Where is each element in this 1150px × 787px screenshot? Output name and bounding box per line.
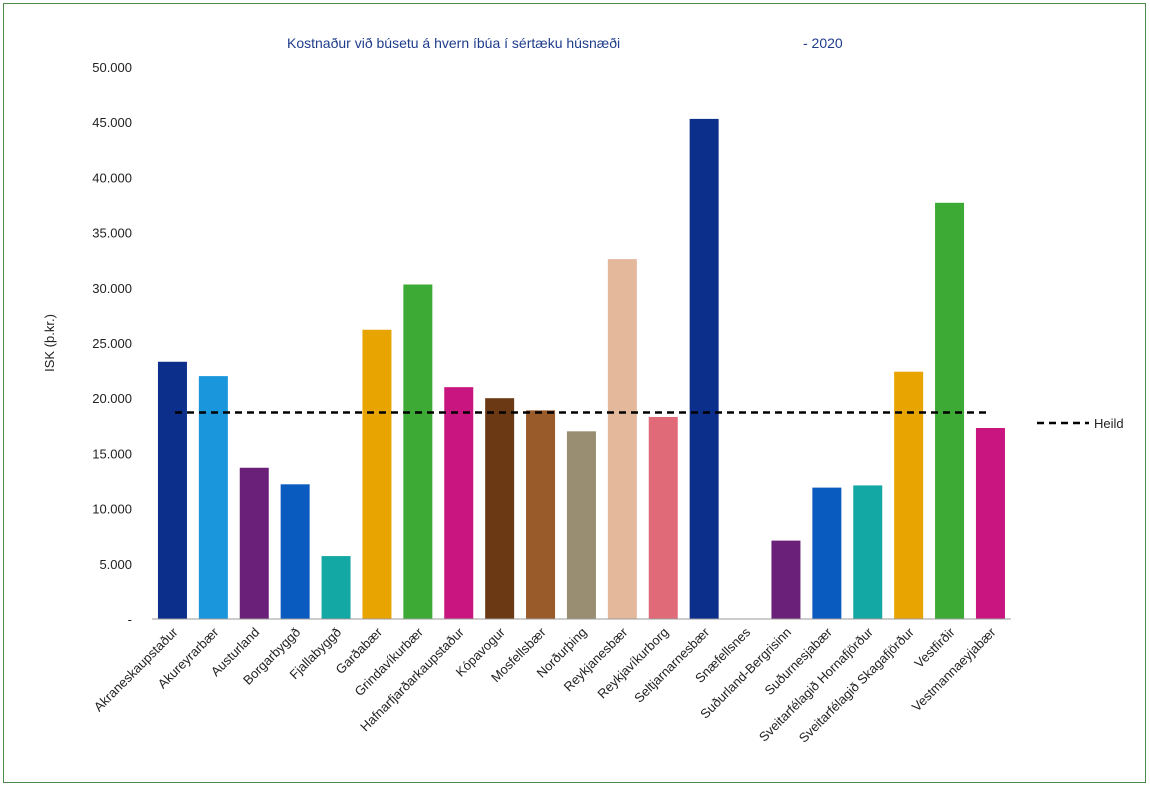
bar [607, 259, 637, 619]
y-axis-label: ISK (þ.kr.) [42, 314, 57, 372]
y-tick-label: 5.000 [99, 557, 132, 572]
y-tick-label: 50.000 [92, 60, 132, 75]
bar [771, 540, 801, 619]
y-tick-label: - [128, 612, 132, 627]
y-tick-label: 25.000 [92, 336, 132, 351]
category-label: Reykjavíkurborg [594, 625, 671, 702]
bar [157, 361, 187, 619]
bar [239, 467, 269, 619]
bar [935, 202, 965, 620]
bar [975, 428, 1005, 619]
y-tick-label: 20.000 [92, 391, 132, 406]
bar [566, 431, 596, 619]
bar [648, 416, 678, 619]
y-tick-label: 45.000 [92, 115, 132, 130]
bar [198, 376, 228, 619]
bar [362, 329, 392, 619]
y-axis-ticks: - 5.000 10.000 15.000 20.000 25.000 30.000 35.0… [92, 60, 132, 627]
bar-chart: Kostnaður við búsetu á hvern íbúa í sért… [42, 35, 1124, 745]
y-tick-label: 35.000 [92, 226, 132, 241]
bar [853, 485, 883, 619]
bar [403, 284, 433, 619]
bars-group [157, 118, 1005, 620]
bar [689, 118, 719, 619]
bar [894, 371, 924, 619]
y-tick-label: 40.000 [92, 170, 132, 185]
category-labels: AkraneskaupstaðurAkureyrarbærAusturlandB… [91, 624, 999, 745]
category-label: Seltjarnarnesbær [631, 624, 713, 706]
bar [321, 556, 351, 619]
legend-label-heild: Heild [1094, 416, 1124, 431]
chart-title-year: - 2020 [803, 35, 843, 51]
y-tick-label: 10.000 [92, 502, 132, 517]
y-tick-label: 15.000 [92, 446, 132, 461]
bar [526, 410, 556, 619]
bar [485, 398, 515, 619]
bar [444, 387, 474, 619]
chart-frame: Kostnaður við búsetu á hvern íbúa í sért… [3, 3, 1146, 783]
bar [280, 484, 310, 619]
chart-title: Kostnaður við búsetu á hvern íbúa í sért… [287, 35, 620, 51]
bar [812, 487, 842, 619]
y-tick-label: 30.000 [92, 281, 132, 296]
